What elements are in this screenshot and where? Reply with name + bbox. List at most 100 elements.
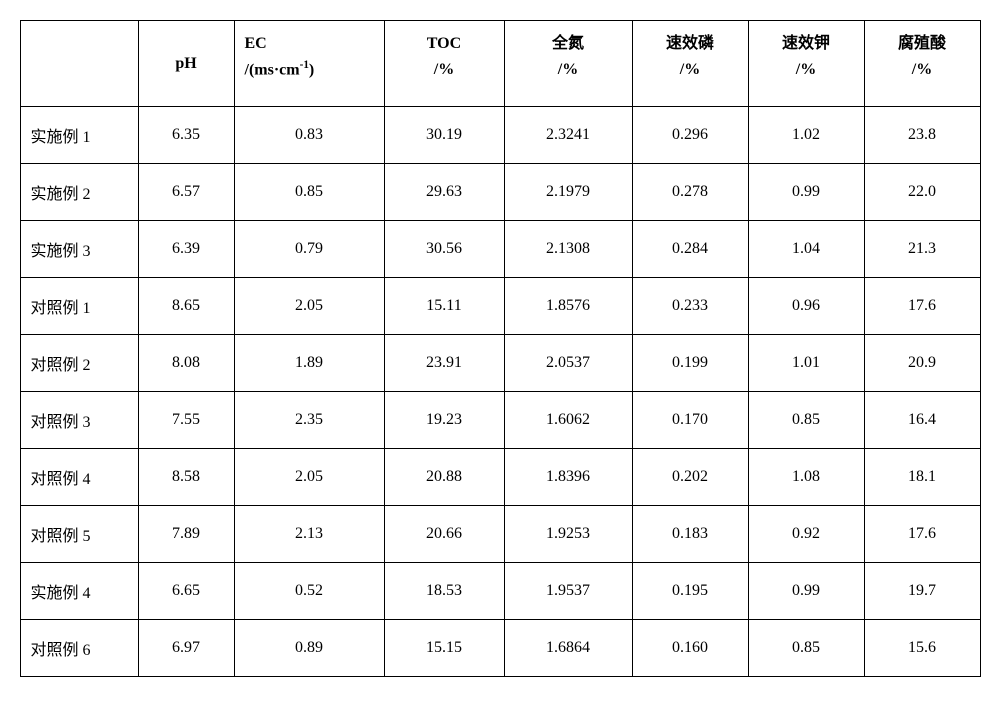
cell-ec: 0.85	[234, 164, 384, 221]
col-header-ak: 速效钾/%	[748, 21, 864, 107]
data-table: pHEC/(ms·cm-1)TOC/%全氮/%速效磷/%速效钾/%腐殖酸/% 实…	[20, 20, 981, 677]
col-header-tn-line2: /%	[505, 57, 632, 83]
cell-ak: 1.08	[748, 449, 864, 506]
col-header-ak-line1: 速效钾	[749, 31, 864, 57]
cell-ap: 0.233	[632, 278, 748, 335]
cell-tn: 1.9537	[504, 563, 632, 620]
cell-label: 对照例 6	[20, 620, 138, 677]
col-header-ha-line1: 腐殖酸	[865, 31, 980, 57]
col-header-ha: 腐殖酸/%	[864, 21, 980, 107]
table-row: 实施例 16.350.8330.192.32410.2961.0223.8	[20, 107, 980, 164]
col-header-ap-line1: 速效磷	[633, 31, 748, 57]
cell-toc: 19.23	[384, 392, 504, 449]
col-header-toc: TOC/%	[384, 21, 504, 107]
cell-tn: 2.3241	[504, 107, 632, 164]
cell-ec: 2.05	[234, 278, 384, 335]
cell-tn: 1.8396	[504, 449, 632, 506]
table-row: 对照例 28.081.8923.912.05370.1991.0120.9	[20, 335, 980, 392]
cell-ak: 0.85	[748, 392, 864, 449]
cell-ha: 19.7	[864, 563, 980, 620]
cell-ap: 0.195	[632, 563, 748, 620]
cell-tn: 1.9253	[504, 506, 632, 563]
col-header-toc-line2: /%	[385, 57, 504, 83]
cell-label: 实施例 4	[20, 563, 138, 620]
cell-ak: 0.99	[748, 164, 864, 221]
cell-ap: 0.296	[632, 107, 748, 164]
cell-tn: 1.8576	[504, 278, 632, 335]
cell-toc: 15.11	[384, 278, 504, 335]
cell-ak: 1.04	[748, 221, 864, 278]
cell-ha: 18.1	[864, 449, 980, 506]
col-header-tn: 全氮/%	[504, 21, 632, 107]
table-row: 实施例 46.650.5218.531.95370.1950.9919.7	[20, 563, 980, 620]
cell-toc: 23.91	[384, 335, 504, 392]
cell-ec: 2.35	[234, 392, 384, 449]
col-header-ec: EC/(ms·cm-1)	[234, 21, 384, 107]
cell-toc: 18.53	[384, 563, 504, 620]
cell-ph: 8.58	[138, 449, 234, 506]
cell-ap: 0.183	[632, 506, 748, 563]
cell-ap: 0.160	[632, 620, 748, 677]
table-row: 对照例 37.552.3519.231.60620.1700.8516.4	[20, 392, 980, 449]
cell-label: 实施例 1	[20, 107, 138, 164]
cell-toc: 20.66	[384, 506, 504, 563]
cell-ap: 0.278	[632, 164, 748, 221]
cell-ph: 6.97	[138, 620, 234, 677]
cell-ph: 8.08	[138, 335, 234, 392]
col-header-ak-line2: /%	[749, 57, 864, 83]
cell-tn: 2.0537	[504, 335, 632, 392]
cell-label: 实施例 3	[20, 221, 138, 278]
cell-toc: 15.15	[384, 620, 504, 677]
cell-ph: 6.35	[138, 107, 234, 164]
cell-ak: 0.92	[748, 506, 864, 563]
cell-label: 对照例 2	[20, 335, 138, 392]
cell-label: 对照例 1	[20, 278, 138, 335]
cell-ph: 6.65	[138, 563, 234, 620]
col-header-toc-line1: TOC	[385, 31, 504, 57]
cell-ec: 0.52	[234, 563, 384, 620]
table-row: 对照例 57.892.1320.661.92530.1830.9217.6	[20, 506, 980, 563]
col-header-label	[20, 21, 138, 107]
cell-ha: 16.4	[864, 392, 980, 449]
cell-toc: 30.56	[384, 221, 504, 278]
cell-ha: 23.8	[864, 107, 980, 164]
col-header-ha-line2: /%	[865, 57, 980, 83]
cell-ak: 0.85	[748, 620, 864, 677]
cell-ph: 8.65	[138, 278, 234, 335]
cell-ec: 0.79	[234, 221, 384, 278]
table-row: 实施例 26.570.8529.632.19790.2780.9922.0	[20, 164, 980, 221]
col-header-ec-line2: /(ms·cm-1)	[245, 57, 384, 83]
cell-ha: 22.0	[864, 164, 980, 221]
col-header-ec-line1: EC	[245, 31, 384, 57]
cell-ak: 0.99	[748, 563, 864, 620]
col-header-tn-line1: 全氮	[505, 31, 632, 57]
cell-ec: 0.89	[234, 620, 384, 677]
cell-ph: 6.57	[138, 164, 234, 221]
header-row: pHEC/(ms·cm-1)TOC/%全氮/%速效磷/%速效钾/%腐殖酸/%	[20, 21, 980, 107]
cell-ph: 7.55	[138, 392, 234, 449]
cell-ec: 0.83	[234, 107, 384, 164]
cell-ha: 17.6	[864, 278, 980, 335]
cell-ap: 0.284	[632, 221, 748, 278]
cell-label: 对照例 4	[20, 449, 138, 506]
table-row: 对照例 66.970.8915.151.68640.1600.8515.6	[20, 620, 980, 677]
cell-ak: 1.01	[748, 335, 864, 392]
cell-ak: 0.96	[748, 278, 864, 335]
table-row: 对照例 18.652.0515.111.85760.2330.9617.6	[20, 278, 980, 335]
col-header-ap: 速效磷/%	[632, 21, 748, 107]
cell-label: 实施例 2	[20, 164, 138, 221]
cell-ph: 6.39	[138, 221, 234, 278]
table-row: 对照例 48.582.0520.881.83960.2021.0818.1	[20, 449, 980, 506]
cell-toc: 30.19	[384, 107, 504, 164]
cell-ha: 15.6	[864, 620, 980, 677]
cell-ha: 20.9	[864, 335, 980, 392]
cell-ec: 1.89	[234, 335, 384, 392]
cell-label: 对照例 3	[20, 392, 138, 449]
cell-tn: 2.1308	[504, 221, 632, 278]
col-header-ap-line2: /%	[633, 57, 748, 83]
cell-tn: 2.1979	[504, 164, 632, 221]
cell-ha: 17.6	[864, 506, 980, 563]
cell-ph: 7.89	[138, 506, 234, 563]
cell-ak: 1.02	[748, 107, 864, 164]
cell-ha: 21.3	[864, 221, 980, 278]
